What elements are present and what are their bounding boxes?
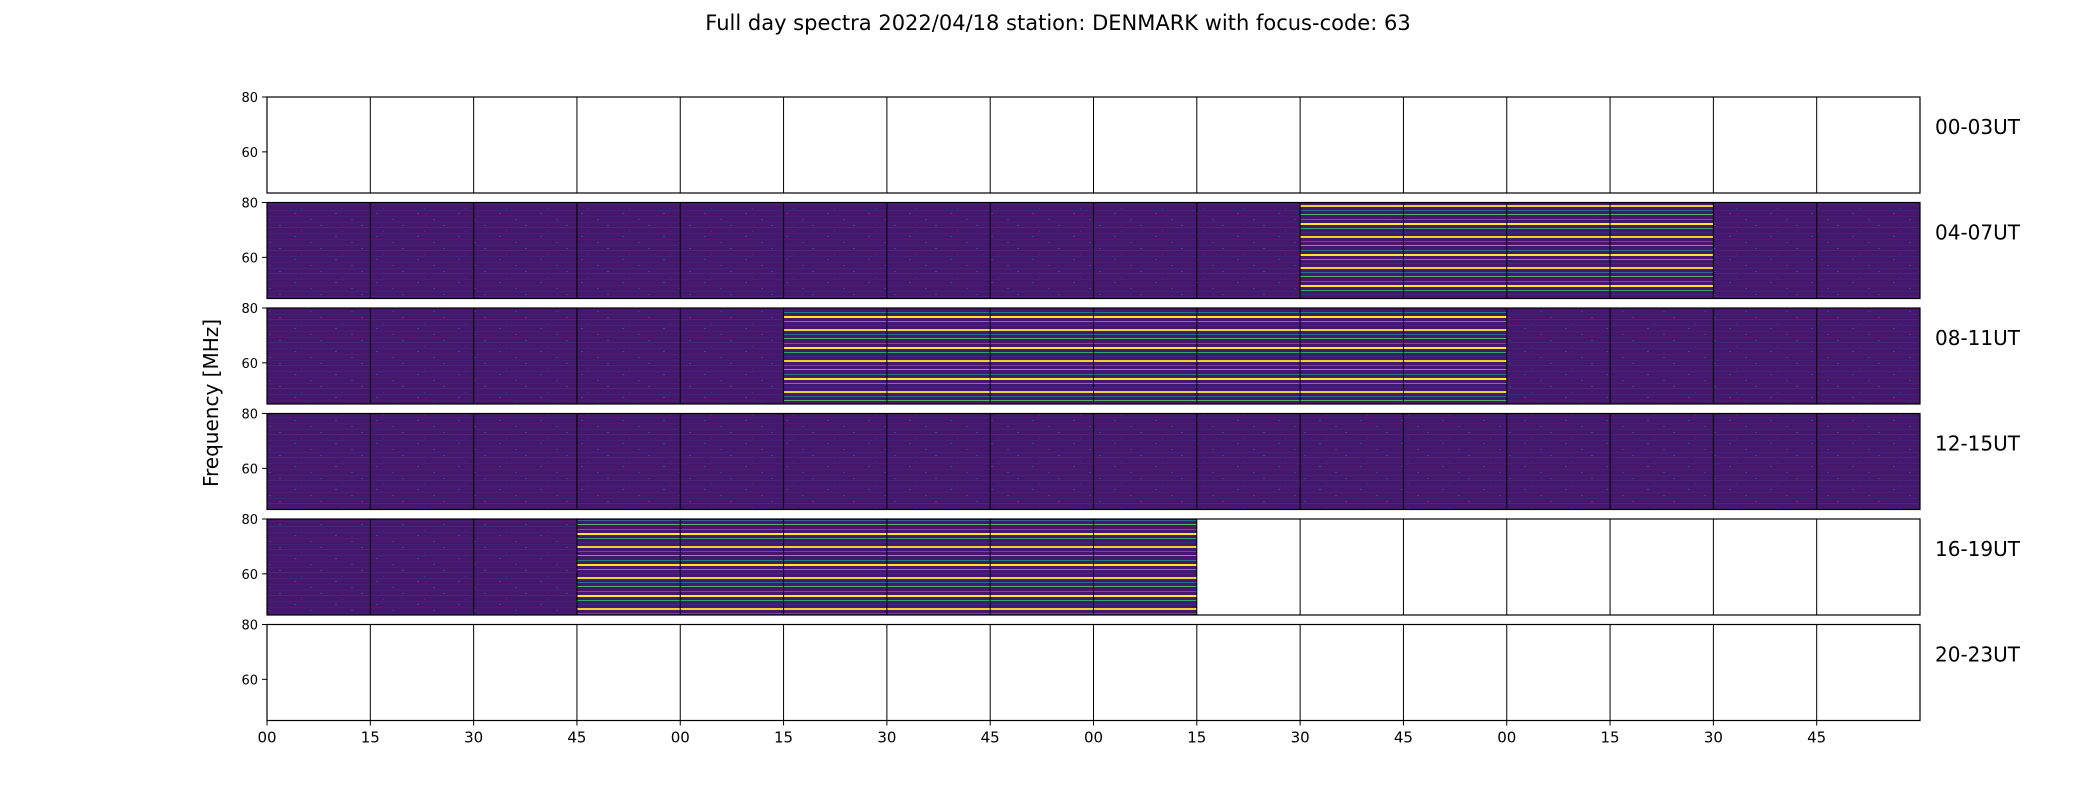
spectrogram-panel bbox=[370, 202, 474, 299]
x-tick-label: 00 bbox=[1084, 729, 1103, 747]
y-axis-label: Frequency [MHz] bbox=[199, 319, 223, 487]
x-tick-label: 00 bbox=[257, 729, 276, 747]
spectrogram-panel bbox=[680, 202, 784, 299]
x-tick-label: 15 bbox=[1187, 729, 1206, 747]
spectrogram-panel bbox=[370, 519, 474, 615]
spectrogram-panel bbox=[1196, 413, 1301, 510]
spectrogram-panel bbox=[680, 413, 784, 510]
row-time-label: 20-23UT bbox=[1935, 643, 2021, 667]
x-tick-label: 45 bbox=[1807, 729, 1826, 747]
x-tick-label: 30 bbox=[1704, 729, 1723, 747]
spectrogram-panel bbox=[1300, 413, 1404, 510]
x-tick-label: 30 bbox=[1291, 729, 1310, 747]
y-tick-label: 60 bbox=[241, 357, 258, 372]
spectrogram-panel bbox=[1196, 202, 1301, 299]
spectrogram-panel bbox=[576, 308, 681, 404]
spectrogram-panel bbox=[1196, 308, 1301, 404]
x-tick-label: 45 bbox=[1394, 729, 1413, 747]
spectrogram-panel bbox=[990, 308, 1094, 404]
spectrogram-panel bbox=[1713, 202, 1817, 299]
x-tick-label: 00 bbox=[1497, 729, 1516, 747]
spectrogram-panel bbox=[1506, 202, 1611, 299]
x-tick-label: 15 bbox=[1601, 729, 1620, 747]
spectrogram-panel bbox=[783, 308, 887, 404]
spectrogram-panel bbox=[1403, 308, 1507, 404]
row-time-label: 00-03UT bbox=[1935, 115, 2021, 139]
spectrogram-panel bbox=[1610, 413, 1714, 510]
spectrogram-panel bbox=[576, 413, 681, 510]
x-tick-label: 00 bbox=[671, 729, 690, 747]
spectrogram-panel bbox=[680, 308, 784, 404]
spectrogram-panel bbox=[267, 308, 371, 404]
spectrogram-panel bbox=[886, 308, 991, 404]
spectrogram-panel bbox=[1713, 413, 1817, 510]
row-time-label: 04-07UT bbox=[1935, 221, 2021, 245]
spectrogram-panel bbox=[1093, 202, 1197, 299]
spectrogram-panel bbox=[680, 519, 784, 615]
spectrogram-panel bbox=[473, 202, 577, 299]
x-tick-label: 15 bbox=[361, 729, 380, 747]
spectrogram-panel bbox=[473, 413, 577, 510]
spectrogram-panel bbox=[1610, 202, 1714, 299]
spectrogram-panel bbox=[370, 413, 474, 510]
figure-title: Full day spectra 2022/04/18 station: DEN… bbox=[705, 11, 1410, 35]
panel-layer bbox=[267, 202, 1920, 615]
y-tick-label: 80 bbox=[241, 408, 258, 423]
x-tick-label: 30 bbox=[877, 729, 896, 747]
spectrogram-panel bbox=[1300, 202, 1404, 299]
spectrogram-panel bbox=[990, 413, 1094, 510]
spectrogram-panel bbox=[1816, 308, 1920, 404]
spectrogram-panel bbox=[990, 519, 1094, 615]
spectrogram-panel bbox=[1816, 202, 1920, 299]
y-tick-label: 60 bbox=[241, 146, 258, 161]
spectrogram-panel bbox=[267, 202, 371, 299]
y-tick-label: 60 bbox=[241, 251, 258, 266]
axis-layer: 80 60 00-03UT 80 60 04-07UT 80 60 08-11UT 80 60 12-… bbox=[241, 91, 2020, 747]
y-tick-label: 60 bbox=[241, 673, 258, 688]
x-tick-label: 15 bbox=[774, 729, 793, 747]
spectrogram-panel bbox=[1610, 308, 1714, 404]
row-time-label: 16-19UT bbox=[1935, 537, 2021, 561]
y-tick-label: 60 bbox=[241, 462, 258, 477]
frame-layer bbox=[266, 96, 1921, 722]
spectrogram-panel bbox=[1300, 308, 1404, 404]
y-tick-label: 60 bbox=[241, 568, 258, 583]
x-tick-label: 45 bbox=[567, 729, 586, 747]
y-tick-label: 80 bbox=[241, 302, 258, 317]
spectrogram-panel bbox=[1713, 308, 1817, 404]
x-tick-label: 30 bbox=[464, 729, 483, 747]
spectrogram-panel bbox=[1403, 202, 1507, 299]
spectrogram-panel bbox=[576, 202, 681, 299]
row-time-label: 08-11UT bbox=[1935, 326, 2021, 350]
spectrogram-panel bbox=[473, 519, 577, 615]
row-time-label: 12-15UT bbox=[1935, 432, 2021, 456]
spectrogram-panel bbox=[886, 202, 991, 299]
spectrogram-panel bbox=[1506, 413, 1611, 510]
spectrogram-panel bbox=[783, 519, 887, 615]
spectrogram-panel bbox=[1093, 519, 1197, 615]
spectrogram-panel bbox=[1403, 413, 1507, 510]
spectrogram-panel bbox=[267, 519, 371, 615]
spectrogram-panel bbox=[886, 519, 991, 615]
spectrogram-panel bbox=[886, 413, 991, 510]
spectrogram-panel bbox=[267, 413, 371, 510]
spectrogram-panel bbox=[576, 519, 681, 615]
spectrogram-panel bbox=[1506, 308, 1611, 404]
spectrogram-panel bbox=[1093, 308, 1197, 404]
spectrogram-panel bbox=[990, 202, 1094, 299]
spectrogram-panel bbox=[1816, 413, 1920, 510]
x-tick-label: 45 bbox=[981, 729, 1000, 747]
y-tick-label: 80 bbox=[241, 91, 258, 106]
spectrogram-panel bbox=[473, 308, 577, 404]
spectrogram-panel bbox=[1093, 413, 1197, 510]
y-tick-label: 80 bbox=[241, 619, 258, 634]
spectrogram-panel bbox=[783, 202, 887, 299]
y-tick-label: 80 bbox=[241, 513, 258, 528]
spectrogram-panel bbox=[370, 308, 474, 404]
y-tick-label: 80 bbox=[241, 197, 258, 212]
spectrogram-panel bbox=[783, 413, 887, 510]
